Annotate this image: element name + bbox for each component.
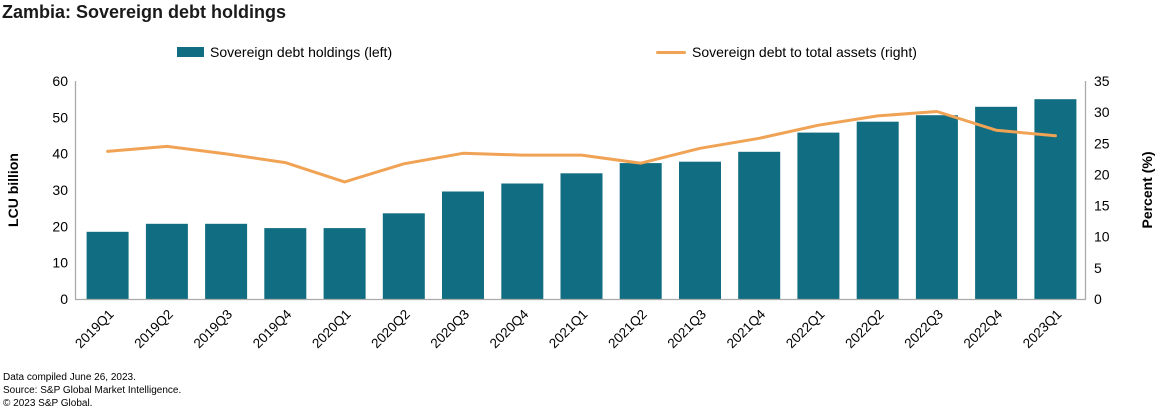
- bar-2020Q3: [442, 191, 484, 299]
- footer-compiled-date: Data compiled June 26, 2023.: [3, 372, 136, 383]
- bar-2022Q3: [915, 115, 958, 299]
- right-axis-tick-10: 10: [1094, 229, 1110, 245]
- left-axis-tick-50: 50: [52, 109, 68, 125]
- legend-item-bars: Sovereign debt holdings (left): [177, 44, 392, 60]
- left-axis-tick-20: 20: [52, 218, 68, 234]
- x-label-2022Q4: 2022Q4: [961, 306, 1006, 351]
- legend-item-line: Sovereign debt to total assets (right): [656, 44, 917, 60]
- x-label-2021Q4: 2021Q4: [724, 306, 769, 351]
- footer-copyright: © 2023 S&P Global.: [3, 398, 93, 409]
- bar-2020Q1: [323, 228, 366, 299]
- x-label-2020Q2: 2020Q2: [368, 307, 413, 352]
- x-label-2019Q4: 2019Q4: [250, 306, 295, 351]
- right-axis-tick-0: 0: [1094, 291, 1102, 307]
- x-label-2019Q3: 2019Q3: [191, 307, 236, 352]
- right-axis-tick-35: 35: [1094, 73, 1110, 89]
- line-series: [106, 110, 1057, 184]
- right-axis-tick-20: 20: [1094, 166, 1110, 182]
- bar-2021Q3: [679, 161, 721, 299]
- right-axis-tick-15: 15: [1094, 198, 1110, 214]
- page-title: Zambia: Sovereign debt holdings: [2, 2, 287, 22]
- left-axis-tick-0: 0: [60, 291, 68, 307]
- left-axis-tick-40: 40: [52, 146, 68, 162]
- right-axis-tick-30: 30: [1094, 104, 1110, 120]
- x-label-2021Q2: 2021Q2: [605, 307, 650, 352]
- legend-bars-label: Sovereign debt holdings (left): [210, 44, 393, 60]
- x-label-2022Q2: 2022Q2: [842, 307, 887, 352]
- x-label-2019Q2: 2019Q2: [131, 307, 176, 352]
- bar-2019Q3: [205, 223, 248, 299]
- x-label-2021Q3: 2021Q3: [665, 307, 710, 352]
- bar-2019Q1: [86, 231, 129, 299]
- left-axis-tick-60: 60: [52, 73, 68, 89]
- right-axis-tick-25: 25: [1094, 135, 1110, 151]
- bar-2019Q2: [145, 223, 188, 299]
- bar-2022Q4: [975, 106, 1018, 299]
- left-axis-tick-10: 10: [52, 255, 68, 271]
- bar-2023Q1: [1034, 99, 1077, 299]
- bar-2020Q2: [382, 213, 425, 299]
- bar-2019Q4: [264, 228, 307, 299]
- left-axis-tick-30: 30: [52, 182, 68, 198]
- x-label-2019Q1: 2019Q1: [72, 307, 117, 352]
- x-label-2022Q3: 2022Q3: [901, 307, 946, 352]
- bar-2022Q1: [797, 132, 840, 299]
- x-label-2020Q4: 2020Q4: [487, 306, 532, 351]
- x-label-2022Q1: 2022Q1: [783, 307, 828, 352]
- bar-2020Q4: [501, 183, 544, 299]
- bar-2022Q2: [856, 121, 899, 299]
- bar-2021Q2: [619, 163, 662, 299]
- right-axis-tick-5: 5: [1094, 260, 1102, 276]
- x-label-2023Q1: 2023Q1: [1020, 307, 1065, 352]
- footer-source: Source: S&P Global Market Intelligence.: [3, 385, 182, 396]
- bar-series-swatch-icon: [177, 47, 204, 57]
- x-label-2020Q3: 2020Q3: [428, 307, 473, 352]
- x-label-2021Q1: 2021Q1: [546, 307, 591, 352]
- bar-2021Q1: [560, 173, 603, 299]
- legend-line-label: Sovereign debt to total assets (right): [692, 44, 917, 60]
- line-series-swatch-icon: [656, 50, 686, 54]
- chart-footer: Data compiled June 26, 2023. Source: S&P…: [3, 371, 181, 410]
- x-label-2020Q1: 2020Q1: [309, 307, 354, 352]
- bar-2021Q4: [738, 151, 781, 299]
